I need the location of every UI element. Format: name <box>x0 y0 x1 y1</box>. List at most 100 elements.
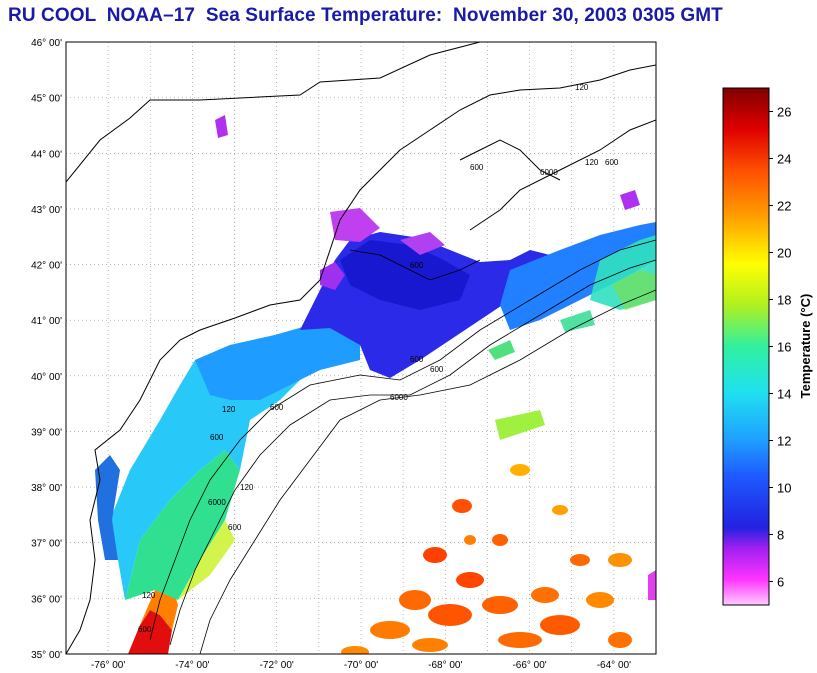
colorbar-tick-label: 26 <box>777 105 791 120</box>
state-border-line <box>66 42 481 183</box>
colorbar-tick-label: 10 <box>777 481 791 496</box>
contour-depth-label: 600 <box>210 433 224 442</box>
lat-tick-label: 40° 00' <box>31 372 62 383</box>
colorbar-tick-label: 18 <box>777 293 791 308</box>
sst-eddy-13 <box>412 638 448 652</box>
lon-tick-label: -74° 00' <box>175 660 209 671</box>
sst-eddy-4 <box>456 572 484 588</box>
gulf-of-maine-contour <box>349 249 481 281</box>
sst-eddy-1 <box>452 499 472 513</box>
longitude-labels: -76° 00' -74° 00' -72° 00' -70° 00' -68° 00'… <box>91 660 631 671</box>
sst-shelf-south <box>125 450 240 600</box>
sst-shelf-yellow <box>178 520 235 600</box>
nova-scotia-coastline <box>469 119 656 231</box>
lon-tick-label: -70° 00' <box>344 660 378 671</box>
sst-eddy-12 <box>498 632 542 648</box>
lat-tick-label: 39° 00' <box>31 427 62 438</box>
sst-eddy-18 <box>464 535 476 545</box>
lat-tick-label: 35° 00' <box>31 650 62 661</box>
lon-tick-label: -68° 00' <box>428 660 462 671</box>
contour-depth-label: 6000 <box>208 498 226 507</box>
colorbar-tick-label: 20 <box>777 246 791 261</box>
colorbar-ramp <box>722 87 770 606</box>
contour-depth-label: 600 <box>410 355 424 364</box>
contour-depth-label: 600 <box>270 403 284 412</box>
bay-of-fundy-coastline <box>459 139 561 181</box>
colorbar-tick-label: 12 <box>777 434 791 449</box>
sst-eddy-8 <box>531 587 559 603</box>
colorbar-ticks: 6 8 10 12 14 16 18 20 22 24 26 <box>769 105 791 590</box>
lat-tick-label: 46° 00' <box>31 38 62 49</box>
lat-tick-label: 41° 00' <box>31 316 62 327</box>
lon-tick-label: -66° 00' <box>512 660 546 671</box>
sst-mid-atlantic-shelf <box>110 320 345 600</box>
sst-slope-patch-3 <box>560 310 595 332</box>
sst-eddy-20 <box>608 632 632 648</box>
lon-tick-label: -64° 00' <box>597 660 631 671</box>
sst-eddy-14 <box>510 464 530 476</box>
sst-southeast-cold <box>648 570 656 600</box>
lat-tick-label: 38° 00' <box>31 483 62 494</box>
sst-gulf-of-maine-deep <box>340 240 470 310</box>
lat-tick-label: 37° 00' <box>31 539 62 550</box>
sst-hatteras-orange <box>140 585 178 630</box>
plot-frame <box>65 41 657 655</box>
lon-tick-label: -72° 00' <box>260 660 294 671</box>
sst-cape-hatteras <box>128 610 172 654</box>
sst-bay-of-fundy-cold <box>400 232 445 255</box>
deep-contour-6000 <box>199 289 656 654</box>
sst-slope-green <box>612 270 656 310</box>
sst-slope-patch-1 <box>488 340 515 360</box>
slope-contour-600 <box>169 259 656 646</box>
colorbar: 6 8 10 12 14 16 18 20 22 24 26 Temperature (°C) <box>722 87 813 606</box>
lat-tick-label: 36° 00' <box>31 594 62 605</box>
colorbar-tick-label: 16 <box>777 340 791 355</box>
colorbar-tick-label: 24 <box>777 152 791 167</box>
colorbar-tick-label: 22 <box>777 199 791 214</box>
colorbar-title: Temperature (°C) <box>798 294 813 399</box>
contour-depth-label: 600 <box>470 163 484 172</box>
sst-scotian-shelf <box>500 222 656 330</box>
contour-depth-label: 600 <box>430 365 444 374</box>
contour-labels: 120 600 120 600 600 6000 600 120 120 600 6000 600 60… <box>138 83 619 634</box>
map-title: RU COOL NOAA–17 Sea Surface Temperature:… <box>8 5 723 26</box>
sst-eddy-11 <box>586 592 614 608</box>
contour-depth-label: 120 <box>142 591 156 600</box>
sst-ns-cold-1 <box>620 190 640 210</box>
contour-depth-label: 120 <box>222 405 236 414</box>
contour-depth-label: 6000 <box>540 168 558 177</box>
sst-eddy-15 <box>552 505 568 515</box>
sst-eddy-16 <box>570 554 590 566</box>
contour-depth-label: 600 <box>410 261 424 270</box>
sst-slope-patch-2 <box>495 410 545 440</box>
sst-eddy-5 <box>399 590 431 610</box>
northeast-coastline <box>66 64 656 654</box>
sst-eddy-19 <box>341 646 369 654</box>
contour-depth-label: 120 <box>585 158 599 167</box>
colorbar-tick-label: 14 <box>777 387 791 402</box>
sst-shelf-mid-blue <box>195 320 360 400</box>
sst-eddy-10 <box>540 615 580 635</box>
lat-tick-label: 42° 00' <box>31 261 62 272</box>
sst-eddy-2 <box>423 547 447 563</box>
sst-eddy-17 <box>608 553 632 567</box>
lon-tick-label: -76° 00' <box>91 660 125 671</box>
sst-chesapeake <box>95 455 120 560</box>
sst-eddy-9 <box>370 621 410 639</box>
lat-tick-label: 44° 00' <box>31 149 62 160</box>
sst-ns-cold-2 <box>215 115 228 138</box>
colorbar-tick-label: 6 <box>777 575 784 590</box>
sst-eddy-3 <box>492 534 508 546</box>
shelf-contour-120 <box>149 239 656 641</box>
contour-depth-label: 600 <box>228 523 242 532</box>
latitude-labels: 35° 00' 36° 00' 37° 00' 38° 00' 39° 00' 40° 0… <box>31 38 62 661</box>
sst-eddy-6 <box>428 604 472 626</box>
coastlines-contours <box>66 42 656 654</box>
sst-eddy-7 <box>482 596 518 614</box>
contour-depth-label: 600 <box>138 625 152 634</box>
contour-depth-label: 6000 <box>390 393 408 402</box>
sst-field <box>95 115 656 654</box>
lat-tick-label: 43° 00' <box>31 205 62 216</box>
contour-depth-label: 120 <box>240 483 254 492</box>
